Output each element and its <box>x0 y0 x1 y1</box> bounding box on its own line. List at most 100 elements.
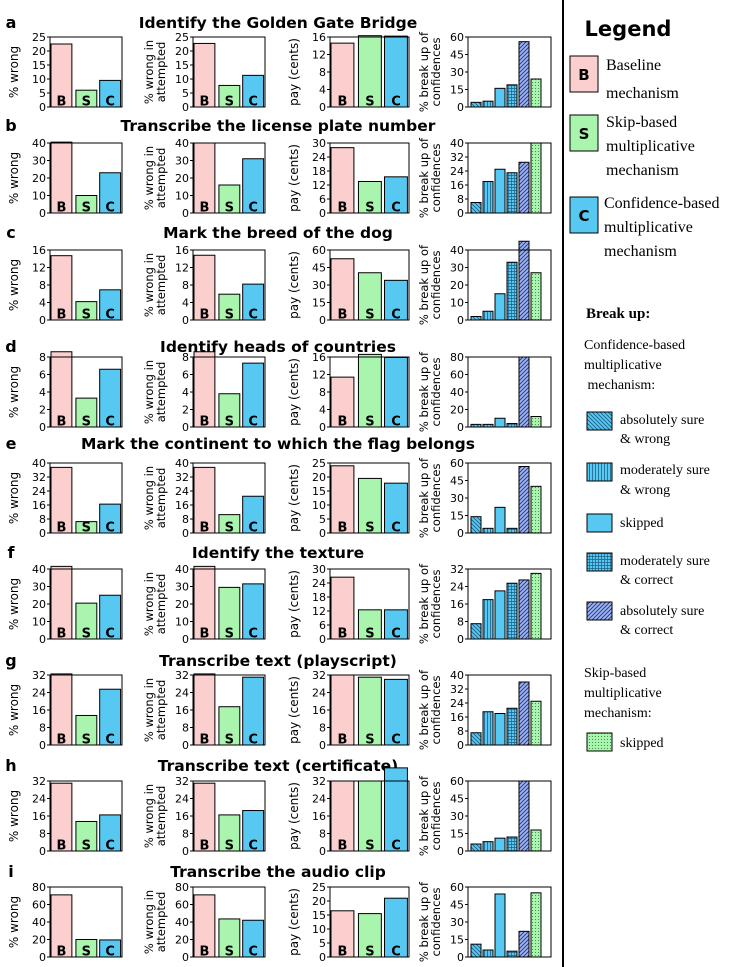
conf-heading: multiplicative <box>584 358 662 373</box>
bar-letter-b: B <box>56 945 66 960</box>
y-tick-label: 0 <box>182 314 189 327</box>
y-tick-label: 40 <box>175 457 189 470</box>
y-axis-label: % wrong in <box>142 466 156 530</box>
y-axis-label: confidences <box>429 144 443 213</box>
bar-letter-c: C <box>391 733 401 748</box>
breakup-swatch-skipped <box>586 513 613 533</box>
y-tick-label: 0 <box>182 527 189 540</box>
y-tick-label: 32 <box>450 683 464 696</box>
bar-letter-b: B <box>199 201 209 216</box>
breakup-text: & correct <box>620 573 673 588</box>
y-tick-label: 25 <box>32 31 46 44</box>
y-tick-label: 24 <box>312 577 326 590</box>
y-axis-label: attempted <box>154 362 168 423</box>
y-tick-label: 24 <box>32 687 46 700</box>
legend-swatch-b-letter: B <box>578 66 589 84</box>
bar-mod-wrong <box>482 599 494 640</box>
y-axis-label: % wrong in <box>142 253 156 317</box>
breakup-text: & wrong <box>620 432 670 447</box>
y-tick-label: 12 <box>312 49 326 62</box>
breakup-text: & wrong <box>620 483 670 498</box>
legend-text: mechanism <box>606 85 679 102</box>
bar-skipped <box>494 837 506 852</box>
row-title: Identify the Golden Gate Bridge <box>139 14 417 32</box>
bar-skip-skipped <box>530 829 542 852</box>
row-letter: i <box>8 862 13 881</box>
bar-letter-b: B <box>337 415 347 430</box>
y-tick-label: 16 <box>175 810 189 823</box>
y-tick-label: 8 <box>182 279 189 292</box>
bar-letter-c: C <box>105 308 115 323</box>
bar-abs-wrong <box>470 516 482 534</box>
plot-frame <box>192 462 266 534</box>
y-tick-label: 0 <box>182 633 189 646</box>
y-tick-label: 40 <box>32 137 46 150</box>
y-axis-label: % wrong in <box>142 360 156 424</box>
legend-text: Baseline <box>606 57 661 74</box>
y-tick-label: 10 <box>32 73 46 86</box>
bar-abs-wrong <box>470 202 482 214</box>
bar-letter-b: B <box>337 945 347 960</box>
breakup-text: absolutely sure <box>620 413 704 428</box>
y-tick-label: 60 <box>450 457 464 470</box>
y-tick-label: 25 <box>175 31 189 44</box>
y-tick-label: 10 <box>175 616 189 629</box>
y-tick-label: 6 <box>319 619 326 632</box>
row-letter: g <box>5 651 16 670</box>
y-tick-label: 32 <box>312 669 326 682</box>
bar-letter-b: B <box>199 733 209 748</box>
y-tick-label: 10 <box>32 190 46 203</box>
bar-letter-c: C <box>248 627 258 642</box>
bar-skip-skipped <box>530 485 542 534</box>
y-tick-label: 60 <box>175 899 189 912</box>
bar-skip-skipped <box>530 892 542 958</box>
y-tick-label: 45 <box>450 899 464 912</box>
bar-letter-s: S <box>82 201 91 216</box>
legend-swatch-s-letter: S <box>579 125 590 143</box>
bar-letter-s: S <box>82 733 91 748</box>
bar-letter-s: S <box>365 945 374 960</box>
row-letter: d <box>5 337 16 356</box>
y-tick-label: 60 <box>450 775 464 788</box>
y-axis-label: % break up of <box>417 244 431 325</box>
y-tick-label: 0 <box>182 101 189 114</box>
y-tick-label: 0 <box>39 951 46 964</box>
y-axis-label: confidences <box>429 782 443 851</box>
y-tick-label: 4 <box>39 297 46 310</box>
breakup-text: moderately sure <box>620 554 710 569</box>
y-tick-label: 15 <box>450 510 464 523</box>
y-tick-label: 16 <box>450 598 464 611</box>
bar-abs-correct <box>518 240 530 321</box>
conf-heading: mechanism: <box>584 378 655 393</box>
y-axis-label: confidences <box>429 358 443 427</box>
plot-frame <box>329 886 410 958</box>
y-tick-label: 16 <box>450 711 464 724</box>
bar-letter-b: B <box>56 308 66 323</box>
y-tick-label: 30 <box>175 155 189 168</box>
y-tick-label: 8 <box>319 828 326 841</box>
bar-letter-c: C <box>391 945 401 960</box>
y-tick-label: 0 <box>39 739 46 752</box>
legend-entry-confidence: C Confidence-based multiplicative mechan… <box>569 195 720 260</box>
y-tick-label: 0 <box>457 101 464 114</box>
y-tick-label: 20 <box>450 279 464 292</box>
y-tick-label: 12 <box>175 262 189 275</box>
bar-letter-b: B <box>337 95 347 110</box>
y-tick-label: 0 <box>319 951 326 964</box>
bar-letter-s: S <box>82 308 91 323</box>
bar-skipped <box>494 417 506 428</box>
y-tick-label: 4 <box>39 386 46 399</box>
y-axis-label: % wrong <box>7 259 21 311</box>
panel-wrong: B S C 0 8 16 24 32 % wrong <box>7 775 123 858</box>
y-tick-label: 0 <box>182 739 189 752</box>
y-tick-label: 80 <box>32 881 46 894</box>
y-tick-label: 16 <box>175 704 189 717</box>
bar-mod-correct <box>506 707 518 746</box>
y-tick-label: 30 <box>450 66 464 79</box>
breakup-title: Break up: <box>586 306 650 322</box>
panel-pay: B S C 0 4 8 12 16 pay (cents) <box>287 31 410 114</box>
